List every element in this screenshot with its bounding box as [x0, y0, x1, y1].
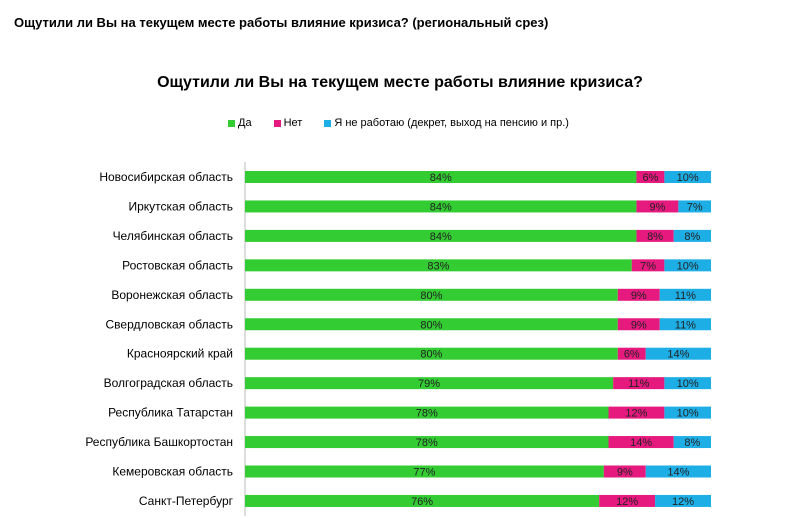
category-label: Новосибирская область — [99, 170, 233, 184]
bar-segment-no — [636, 200, 679, 213]
data-label: 84% — [430, 172, 452, 184]
data-label: 8% — [684, 437, 700, 449]
data-label: 79% — [418, 378, 440, 390]
chart-title: Ощутили ли Вы на текущем месте работы вл… — [157, 74, 643, 91]
bar-segment-not-working — [673, 229, 711, 242]
data-label: 84% — [430, 231, 452, 243]
data-label: 9% — [631, 319, 647, 331]
bar-segment-no — [617, 318, 660, 331]
category-label: Кемеровская область — [112, 465, 233, 479]
data-label: 76% — [411, 496, 433, 508]
legend-swatch-not-working — [324, 119, 332, 127]
category-label: Красноярский край — [127, 347, 233, 361]
data-label: 6% — [642, 172, 658, 184]
bar-segment-no — [617, 347, 646, 360]
bar-segment-not-working — [655, 494, 711, 507]
data-label: 77% — [413, 467, 435, 479]
bar-segment-no — [631, 259, 665, 272]
bar-segment-not-working — [664, 259, 711, 272]
category-label: Санкт-Петербург — [139, 494, 234, 508]
category-label: Ростовская область — [122, 258, 233, 272]
bar-segment-no — [636, 171, 665, 183]
bar-segment-yes — [245, 259, 632, 272]
data-label: 80% — [420, 349, 442, 361]
bar-segment-no — [603, 465, 646, 478]
data-label: 78% — [416, 408, 438, 420]
data-label: 80% — [420, 319, 442, 331]
data-label: 80% — [420, 290, 442, 302]
data-label: 10% — [677, 172, 699, 184]
legend-label-not-working: Я не работаю (декрет, выход на пенсию и … — [334, 117, 569, 129]
legend-item-not-working: Я не работаю (декрет, выход на пенсию и … — [324, 117, 569, 129]
category-label: Волгоградская область — [104, 376, 233, 390]
bar-segment-not-working — [645, 347, 711, 360]
bar-segment-yes — [245, 406, 609, 419]
data-label: 9% — [617, 467, 633, 479]
bar-segment-yes — [245, 465, 604, 478]
data-label: 14% — [667, 467, 689, 479]
data-label: 7% — [687, 201, 703, 213]
data-label: 14% — [667, 349, 689, 361]
chart-legend: Да Нет Я не работаю (декрет, выход на пе… — [228, 117, 591, 129]
data-label: 7% — [640, 260, 656, 272]
bar-segment-yes — [245, 318, 618, 331]
data-label: 11% — [628, 378, 649, 390]
data-label: 12% — [672, 496, 694, 508]
data-label: 6% — [624, 349, 640, 361]
category-label: Челябинская область — [113, 229, 233, 243]
data-label: 11% — [675, 290, 696, 302]
category-label: Иркутская область — [129, 199, 234, 213]
bar-segment-yes — [245, 347, 618, 360]
data-label: 9% — [649, 201, 665, 213]
bar-segment-yes — [245, 288, 618, 301]
data-label: 9% — [631, 290, 647, 302]
data-label: 84% — [430, 201, 452, 213]
bar-segment-yes — [245, 377, 614, 390]
bar-segment-yes — [245, 171, 637, 183]
data-label: 10% — [677, 260, 699, 272]
bar-segment-yes — [245, 494, 600, 507]
bar-segment-not-working — [678, 200, 711, 213]
bar-segment-no — [636, 229, 674, 242]
legend-label-no: Нет — [283, 117, 303, 129]
page-header: Ощутили ли Вы на текущем месте работы вл… — [14, 15, 549, 30]
bar-segment-yes — [245, 200, 637, 213]
data-label: 12% — [616, 496, 638, 508]
data-label: 83% — [427, 260, 449, 272]
data-label: 78% — [416, 437, 438, 449]
category-label: Республика Татарстан — [108, 406, 233, 420]
category-label: Республика Башкортостан — [85, 435, 233, 449]
bar-segment-not-working — [664, 406, 711, 419]
data-label: 14% — [630, 437, 652, 449]
data-label: 12% — [625, 408, 647, 420]
bar-segment-yes — [245, 436, 609, 449]
data-label: 8% — [647, 231, 663, 243]
category-label: Свердловская область — [106, 317, 233, 331]
bar-segment-not-working — [664, 171, 711, 183]
bar-segment-no — [608, 406, 665, 419]
bar-segment-no — [608, 436, 674, 449]
bar-segment-no — [613, 377, 665, 390]
legend-swatch-yes — [228, 119, 235, 127]
bar-segment-not-working — [664, 377, 711, 390]
legend-item-no: Нет — [273, 117, 303, 129]
bar-segment-not-working — [673, 436, 711, 449]
legend-label-yes: Да — [238, 117, 252, 129]
bar-segment-not-working — [645, 465, 711, 478]
bar-segment-no — [617, 288, 660, 301]
legend-swatch-no — [273, 119, 281, 127]
data-label: 10% — [677, 408, 699, 420]
bar-segment-no — [599, 494, 656, 507]
data-label: 11% — [675, 319, 696, 331]
bar-segment-not-working — [659, 318, 711, 331]
bar-segment-not-working — [659, 288, 711, 301]
data-label: 10% — [677, 378, 699, 390]
bar-segment-yes — [245, 229, 637, 242]
legend-item-yes: Да — [228, 117, 252, 129]
data-label: 8% — [684, 231, 700, 243]
category-label: Воронежская область — [111, 288, 233, 302]
